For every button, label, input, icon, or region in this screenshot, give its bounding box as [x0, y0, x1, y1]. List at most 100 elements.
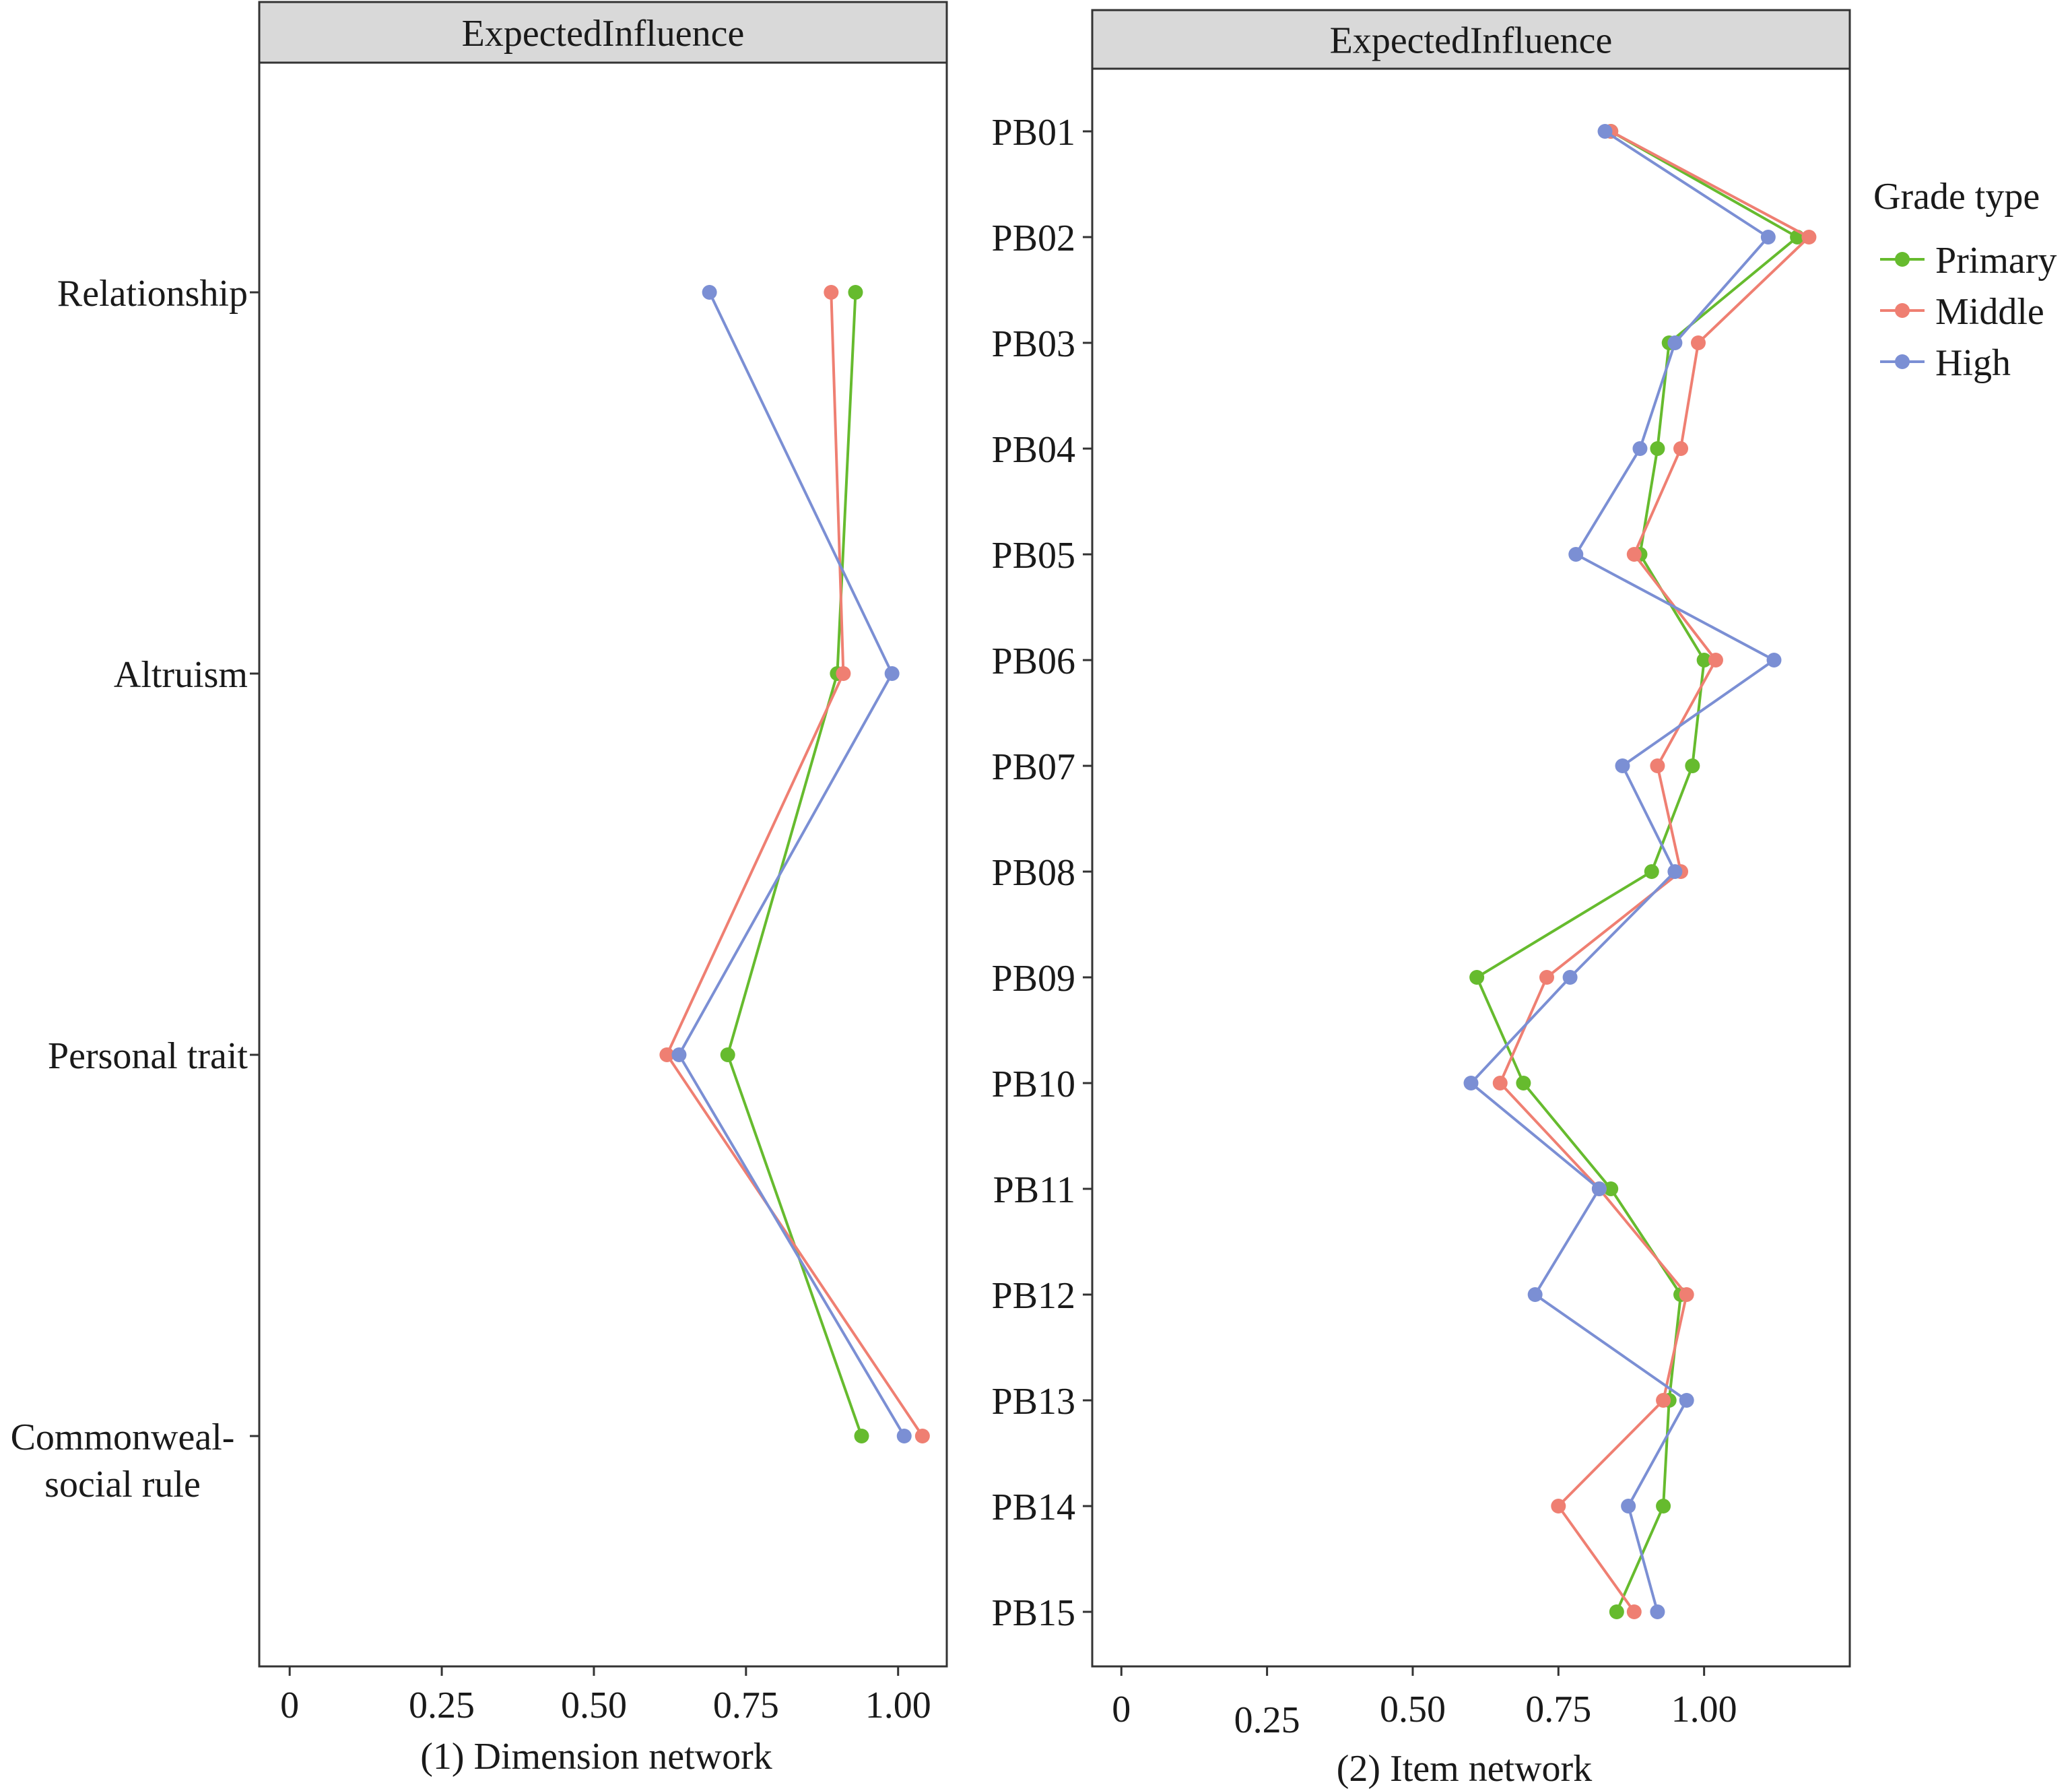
data-point-primary-pb10: [1516, 1076, 1531, 1090]
data-point-primary-pb14: [1656, 1499, 1671, 1513]
legend-label: Middle: [1935, 291, 2044, 333]
data-point-high-pb05: [1568, 547, 1584, 562]
data-point-high-pb15: [1650, 1604, 1665, 1619]
data-point-high-relationship: [702, 285, 717, 300]
series-high: [671, 285, 912, 1443]
plot-area: [1091, 67, 1851, 1668]
y-tick-label-personal-trait: Personal trait: [48, 1035, 248, 1077]
data-point-middle-personal-trait: [659, 1047, 675, 1062]
legend-entry-primary: Primary: [1880, 240, 2057, 282]
x-tick-label: 0.50: [561, 1685, 627, 1726]
data-point-high-pb12: [1527, 1287, 1543, 1302]
x-axis-title: (1) Dimension network: [420, 1736, 772, 1778]
y-tick-label-pb09: PB09: [992, 958, 1076, 1000]
data-point-high-pb04: [1632, 441, 1648, 456]
legend-key-point: [1895, 354, 1910, 369]
data-point-high-pb03: [1667, 335, 1683, 350]
legend-entry-middle: Middle: [1880, 291, 2044, 333]
data-point-primary-pb09: [1469, 970, 1485, 985]
data-point-primary-commonweal-social-rule: [854, 1429, 869, 1443]
legend-key-point: [1895, 303, 1910, 318]
data-point-high-pb02: [1760, 230, 1776, 245]
data-point-middle-pb09: [1539, 970, 1554, 985]
data-point-middle-pb06: [1708, 653, 1723, 667]
data-point-primary-pb07: [1685, 758, 1700, 773]
legend-label: High: [1935, 342, 2011, 384]
series-line-high: [677, 292, 906, 1437]
legend: Grade type Primary Middle High: [1873, 176, 2057, 384]
y-tick-label-pb15: PB15: [992, 1592, 1076, 1634]
x-tick-label: 0.75: [713, 1685, 779, 1726]
data-point-high-pb10: [1463, 1076, 1479, 1090]
legend-label: Primary: [1935, 240, 2057, 282]
y-tick-label-pb13: PB13: [992, 1381, 1076, 1423]
data-point-middle-pb04: [1673, 441, 1689, 456]
data-point-high-pb11: [1591, 1181, 1607, 1196]
data-point-middle-relationship: [824, 285, 839, 300]
data-point-primary-pb11: [1603, 1181, 1619, 1196]
x-tick-label: 0.50: [1380, 1689, 1446, 1730]
data-point-middle-commonweal-social-rule: [914, 1429, 930, 1443]
y-tick-label-pb14: PB14: [992, 1487, 1076, 1528]
data-point-middle-pb15: [1626, 1604, 1642, 1619]
series-line-middle: [665, 292, 924, 1437]
strip-header: [1091, 9, 1851, 70]
data-point-primary-relationship: [848, 285, 863, 300]
y-tick-label-altruism: Altruism: [114, 654, 248, 696]
data-point-middle-pb05: [1626, 547, 1642, 562]
x-axis-title: (2) Item network: [1337, 1748, 1592, 1790]
data-point-high-altruism: [884, 666, 900, 681]
legend-entry-high: High: [1880, 342, 2011, 384]
data-point-high-pb08: [1667, 864, 1683, 879]
data-point-high-pb07: [1615, 758, 1630, 773]
data-point-primary-pb04: [1650, 441, 1665, 456]
y-tick-label-pb04: PB04: [992, 429, 1076, 471]
y-tick-label-pb12: PB12: [992, 1275, 1076, 1317]
strip-title: ExpectedInfluence: [462, 13, 745, 55]
data-point-high-commonweal-social-rule: [896, 1429, 912, 1443]
y-tick-label-pb06: PB06: [992, 641, 1076, 682]
y-tick-label-pb07: PB07: [992, 746, 1076, 788]
data-point-high-pb14: [1621, 1499, 1636, 1513]
data-point-high-pb13: [1679, 1393, 1694, 1408]
panel-1: ExpectedInfluence Relationship Altruism Per…: [11, 1, 948, 1778]
series-high: [1463, 124, 1782, 1619]
data-point-middle-pb12: [1679, 1287, 1694, 1302]
panel-2: ExpectedInfluence PB01 PB02 PB03 PB04 PB05 PB0…: [992, 9, 1851, 1790]
y-tick-label-pb05: PB05: [992, 535, 1076, 577]
strip-header: [258, 1, 948, 64]
data-point-primary-pb15: [1609, 1604, 1624, 1619]
data-point-high-pb01: [1597, 124, 1613, 139]
x-tick-label: 0: [1112, 1689, 1131, 1730]
x-tick-label: 1.00: [1671, 1689, 1737, 1730]
data-point-high-personal-trait: [671, 1047, 687, 1062]
data-point-primary-personal-trait: [720, 1047, 735, 1062]
data-point-primary-pb06: [1696, 653, 1712, 667]
y-tick-label-pb01: PB01: [992, 112, 1076, 154]
data-point-middle-pb14: [1551, 1499, 1566, 1513]
x-tick-label: 0.25: [409, 1685, 475, 1726]
y-tick-label-pb03: PB03: [992, 323, 1076, 365]
y-tick-label-pb08: PB08: [992, 852, 1076, 894]
data-point-middle-pb07: [1650, 758, 1665, 773]
x-tick-label: 1.00: [865, 1685, 931, 1726]
y-tick-label-relationship: Relationship: [57, 273, 248, 315]
series-middle: [659, 285, 930, 1443]
data-point-middle-pb10: [1492, 1076, 1508, 1090]
y-tick-label-pb10: PB10: [992, 1064, 1076, 1105]
legend-key-point: [1895, 252, 1910, 267]
plot-area: [258, 61, 948, 1668]
data-point-high-pb09: [1562, 970, 1578, 985]
data-point-middle-pb03: [1691, 335, 1706, 350]
data-point-high-pb06: [1766, 653, 1782, 667]
legend-title: Grade type: [1873, 176, 2040, 218]
x-tick-label: 0: [280, 1685, 299, 1726]
data-point-middle-pb13: [1656, 1393, 1671, 1408]
y-tick-label-pb02: PB02: [992, 218, 1076, 259]
y-tick-label-commonweal-social-rule: Commonweal-social rule: [11, 1416, 235, 1505]
data-point-primary-pb08: [1644, 864, 1659, 879]
data-point-middle-altruism: [836, 666, 851, 681]
x-tick-label: 0.25: [1234, 1699, 1300, 1741]
